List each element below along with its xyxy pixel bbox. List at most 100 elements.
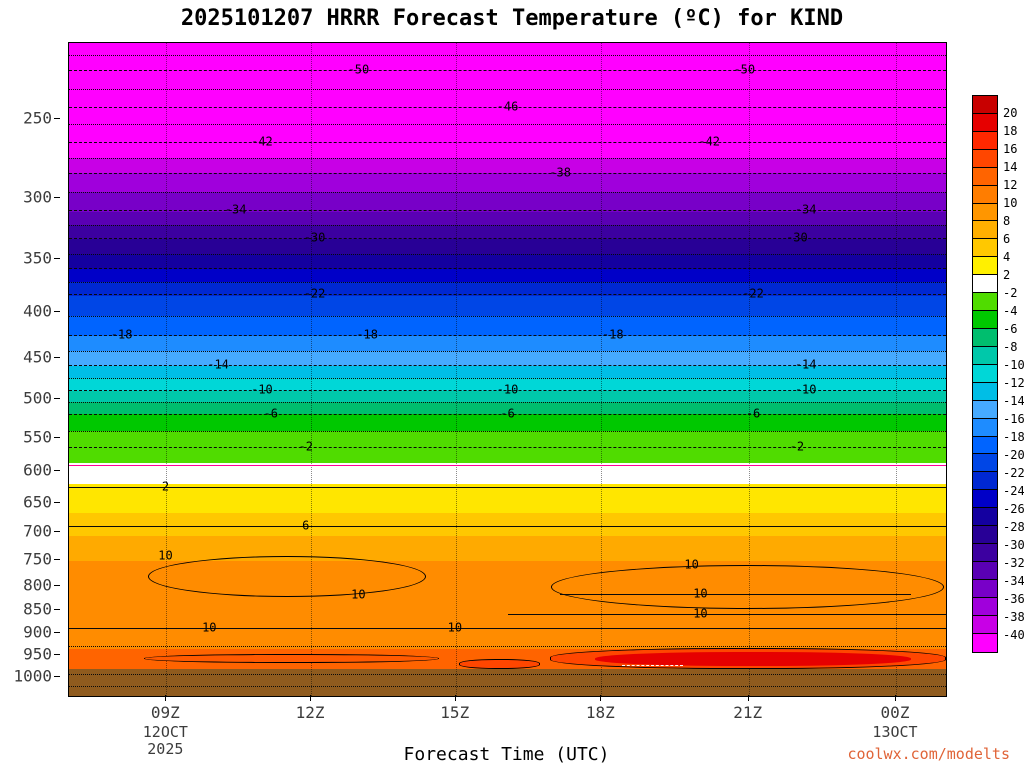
contour-line xyxy=(69,465,946,467)
contour-label: -10 xyxy=(794,382,817,397)
temp-band xyxy=(69,513,946,536)
warm-core xyxy=(595,651,911,666)
colorbar-tick-label: -12 xyxy=(1003,376,1024,390)
time-tick-mark xyxy=(600,695,602,701)
contour-label: -50 xyxy=(347,62,370,77)
contour-line xyxy=(69,526,946,528)
colorbar-tick-label: -40 xyxy=(1003,628,1024,642)
contour-line xyxy=(69,191,946,193)
pressure-tick-label: 450 xyxy=(23,347,52,367)
colorbar-segment xyxy=(973,615,997,634)
pressure-tick-label: 500 xyxy=(23,388,52,408)
colorbar-segment xyxy=(973,221,997,240)
colorbar-tick-label: -4 xyxy=(1003,304,1018,318)
contour-line xyxy=(69,315,946,317)
pressure-tick-label: 950 xyxy=(23,644,52,664)
contour-label: -6 xyxy=(745,406,761,421)
contour-label: 10 xyxy=(351,587,366,602)
temp-band xyxy=(69,391,946,403)
contour-line xyxy=(69,487,946,489)
contour-line xyxy=(69,628,946,630)
temp-band xyxy=(69,253,946,269)
contour-label: -18 xyxy=(110,327,133,342)
temp-band xyxy=(69,43,946,158)
pressure-tick-label: 300 xyxy=(23,187,52,207)
contour-line xyxy=(69,390,946,392)
temp-band xyxy=(69,483,946,514)
pressure-tick-label: 1000 xyxy=(13,666,52,686)
colorbar-segment xyxy=(973,328,997,347)
pressure-tick-mark xyxy=(54,585,60,587)
contour-label: 10 xyxy=(693,586,708,601)
time-tick-mark xyxy=(454,695,456,701)
pressure-tick-label: 600 xyxy=(23,460,52,480)
colorbar-segment xyxy=(973,472,997,491)
colorbar-labels: 20 18 16 14 12 10 8 6 4 2 -2 -4 -6 -8 -10 -12 -14 -16 -18 -… xyxy=(1003,95,1024,653)
colorbar-segment xyxy=(973,293,997,312)
pressure-tick-mark xyxy=(54,469,60,471)
colorbar-tick-label: -26 xyxy=(1003,502,1024,516)
colorbar-segment xyxy=(973,203,997,222)
colorbar-tick-label: 18 xyxy=(1003,124,1018,138)
contour-label: -42 xyxy=(251,134,273,149)
contour-line xyxy=(69,430,946,432)
colorbar-tick-label: 16 xyxy=(1003,142,1018,156)
pressure-tick-label: 650 xyxy=(23,492,52,512)
colorbar-segment xyxy=(973,400,997,419)
temp-band xyxy=(69,238,946,254)
colorbar-segment xyxy=(973,544,997,562)
time-tick-label: 09Z xyxy=(150,703,180,722)
colorbar-tick-label: -34 xyxy=(1003,574,1024,588)
warm-core xyxy=(459,658,541,669)
contour-label: -18 xyxy=(601,327,624,342)
colorbar-segment xyxy=(973,96,997,114)
colorbar-tick-label: -18 xyxy=(1003,430,1024,444)
temp-band xyxy=(69,336,946,352)
contour-label: 2 xyxy=(161,479,170,494)
colorbar-tick-label: -6 xyxy=(1003,321,1018,336)
time-tick-mark xyxy=(747,695,749,701)
contour-label: -22 xyxy=(303,286,326,301)
temp-band xyxy=(69,536,946,561)
contour-label: 10 xyxy=(158,548,173,563)
time-tick-mark xyxy=(310,695,312,701)
contour-line xyxy=(69,54,946,56)
contour-line xyxy=(69,70,946,72)
temp-band xyxy=(69,281,946,296)
pressure-tick-label: 700 xyxy=(23,521,52,541)
contour-line xyxy=(69,645,946,647)
time-gridline xyxy=(896,43,897,696)
contour-line xyxy=(507,613,946,615)
colorbar-tick-label: -28 xyxy=(1003,520,1024,534)
pressure-tick-label: 900 xyxy=(23,622,52,642)
time-tick-label: 15Z xyxy=(440,703,470,722)
colorbar-segment xyxy=(973,579,997,598)
colorbar-segment xyxy=(973,436,997,455)
time-tick-label: 12Z xyxy=(295,703,325,722)
contour-label: -18 xyxy=(356,327,379,342)
pressure-axis: 250 300 350 400 450 500 550 600 650 700 750 800 850 9… xyxy=(0,42,60,695)
date-label: 12OCT xyxy=(142,723,188,741)
pressure-tick-mark xyxy=(54,196,60,198)
colorbar-tick-label: -24 xyxy=(1003,484,1024,498)
temp-band xyxy=(69,430,946,463)
contour-label: -30 xyxy=(786,230,808,245)
contour-line xyxy=(69,377,946,379)
contour-line xyxy=(69,238,946,240)
pressure-tick-mark xyxy=(54,356,60,358)
year-label: 2025 xyxy=(147,740,184,758)
colorbar-tick-label: -2 xyxy=(1003,286,1018,300)
colorbar-tick-label: 10 xyxy=(1003,196,1018,210)
temp-band xyxy=(69,225,946,239)
contour-label: -22 xyxy=(742,286,764,301)
contour-line xyxy=(69,172,946,174)
contour-line xyxy=(69,294,946,296)
watermark-link[interactable]: coolwx.com/modelts xyxy=(847,745,1010,763)
time-tick-mark xyxy=(165,695,167,701)
contour-label: -2 xyxy=(298,439,314,454)
contour-line xyxy=(69,351,946,353)
contour-line xyxy=(69,106,946,108)
contour-label: -6 xyxy=(500,406,515,421)
contour-label: -46 xyxy=(496,99,519,114)
